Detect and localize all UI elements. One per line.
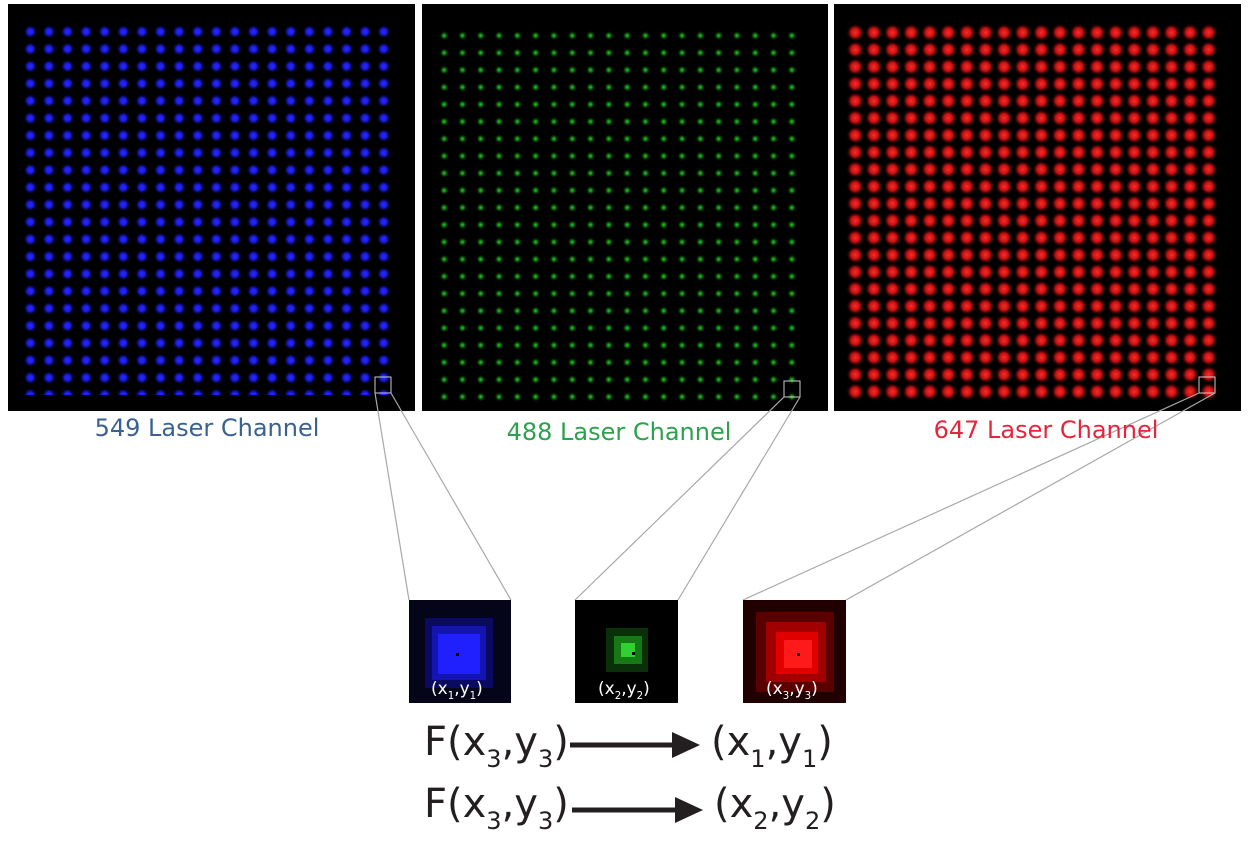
channel-label: 647 Laser Channel bbox=[934, 416, 1159, 444]
subscript: 2 bbox=[753, 807, 768, 835]
channel-label: 549 Laser Channel bbox=[95, 414, 320, 442]
spot-grid bbox=[846, 24, 1218, 400]
formula-text: (x bbox=[431, 679, 448, 699]
subscript: 3 bbox=[486, 745, 501, 773]
subscript: 1 bbox=[750, 745, 765, 773]
spot-grid bbox=[435, 27, 801, 405]
formula-text: ) bbox=[643, 679, 650, 699]
formula-text: (x bbox=[766, 679, 783, 699]
subscript: 3 bbox=[538, 745, 553, 773]
zoom-line bbox=[375, 393, 511, 600]
coordinate-label: (x1,y1) bbox=[711, 719, 833, 773]
formula-text: ,y bbox=[502, 781, 538, 827]
formula-text: ,y bbox=[766, 719, 802, 765]
formula-text: (x bbox=[714, 781, 753, 827]
formula-text: ,y bbox=[769, 781, 805, 827]
spot-grid bbox=[21, 23, 393, 395]
formula-text: ,y bbox=[621, 679, 636, 699]
arrow bbox=[675, 797, 703, 823]
formula-text: ) bbox=[820, 781, 836, 827]
formula-text: F(x bbox=[424, 781, 486, 827]
formula-text: ,y bbox=[789, 679, 804, 699]
subscript: 2 bbox=[805, 807, 820, 835]
subscript: 3 bbox=[538, 807, 553, 835]
formula-text: (x bbox=[598, 679, 615, 699]
subscript: 1 bbox=[802, 745, 817, 773]
coordinate-label: F(x3,y3) bbox=[424, 719, 569, 773]
coordinate-label: F(x3,y3) bbox=[424, 781, 569, 835]
formula-text: ) bbox=[553, 781, 569, 827]
formula-text: ) bbox=[476, 679, 483, 699]
formula-text: (x bbox=[711, 719, 750, 765]
formula-text: ,y bbox=[454, 679, 469, 699]
formula-text: ) bbox=[817, 719, 833, 765]
formula-text: ) bbox=[553, 719, 569, 765]
arrow bbox=[672, 732, 700, 758]
channel-label: 488 Laser Channel bbox=[507, 418, 732, 446]
figure: 549 Laser Channel 488 Laser Channel 647 … bbox=[0, 0, 1249, 841]
coordinate-label: (x2,y2) bbox=[714, 781, 836, 835]
formula-text: ) bbox=[811, 679, 818, 699]
subscript: 3 bbox=[486, 807, 501, 835]
formula-text: F(x bbox=[424, 719, 486, 765]
formula-text: ,y bbox=[502, 719, 538, 765]
